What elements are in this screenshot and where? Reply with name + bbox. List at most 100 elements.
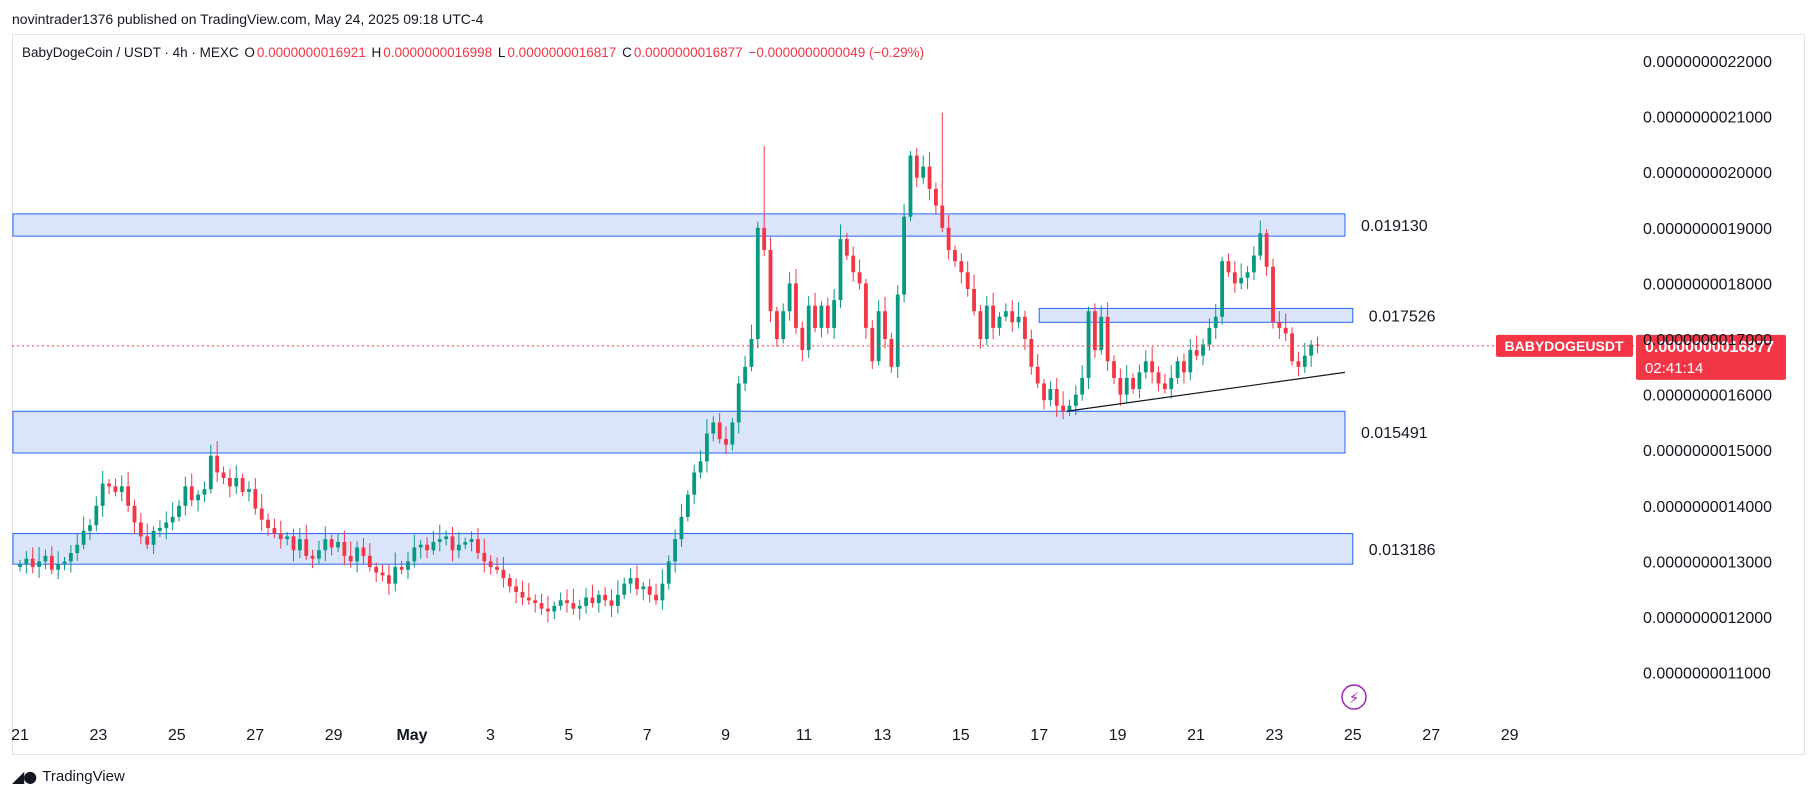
candle-body — [81, 530, 86, 545]
candle-body — [164, 522, 169, 529]
candle-body — [577, 605, 582, 609]
candle-body — [730, 422, 735, 445]
candle-body — [832, 300, 837, 328]
candle-body — [1201, 344, 1205, 356]
candle-body — [546, 608, 550, 612]
candle-body — [806, 305, 811, 351]
candle-body — [1086, 311, 1091, 378]
candle-body — [183, 486, 188, 506]
candle-body — [1048, 389, 1053, 401]
x-tick-label: 19 — [1109, 727, 1127, 744]
candle-body — [622, 583, 627, 595]
y-tick-label: 0.0000000015000 — [1643, 443, 1772, 460]
candle-body — [336, 541, 340, 548]
candle-body — [406, 561, 410, 570]
x-tick-label: 25 — [1344, 727, 1362, 744]
candle-body — [355, 547, 360, 562]
candle-body — [838, 238, 843, 301]
candle-body — [450, 536, 455, 551]
candle-body — [501, 569, 506, 579]
candle-body — [1150, 361, 1155, 373]
candle-body — [1309, 344, 1314, 356]
candle-body — [456, 544, 461, 551]
candle-body — [755, 227, 760, 339]
candle-body — [1035, 366, 1040, 384]
candle-body — [304, 539, 309, 556]
candle-body — [285, 536, 290, 540]
zone-2 — [12, 410, 1346, 454]
footer: ◢● TradingView — [12, 767, 125, 786]
symbol-tag — [1496, 334, 1633, 357]
ohlc-legend: BabyDogeCoin / USDT · 4h · MEXC O 0.00000… — [22, 45, 926, 60]
candle-body — [291, 536, 296, 551]
candle-body — [603, 594, 608, 601]
y-tick-label: 0.0000000016000 — [1643, 388, 1772, 405]
zone-label-0: 0.019130 — [1361, 218, 1428, 235]
candle-body — [654, 594, 658, 601]
candle-body — [825, 305, 830, 328]
candle-body — [558, 600, 563, 606]
candle-body — [88, 525, 92, 531]
y-tick-label: 0.0000000021000 — [1643, 110, 1772, 127]
candle-body — [75, 544, 80, 554]
candle-body — [119, 486, 124, 492]
x-tick-label: 21 — [11, 727, 29, 744]
candle-body — [476, 539, 480, 554]
x-tick-label: 23 — [1266, 727, 1284, 744]
candle-body — [310, 555, 315, 559]
candle-body — [1245, 272, 1250, 278]
candle-body — [62, 561, 67, 565]
candle-body — [132, 505, 137, 523]
candle-body — [202, 489, 207, 495]
legend-symbol[interactable]: BabyDogeCoin / USDT · 4h · MEXC — [22, 45, 239, 60]
countdown-label: 02:41:14 — [1645, 360, 1703, 377]
candle-body — [215, 455, 220, 473]
last-price-tag — [1636, 334, 1786, 380]
candle-body — [927, 166, 932, 189]
zone-1 — [1038, 307, 1354, 323]
candle-body — [787, 283, 792, 312]
candle-body — [762, 227, 767, 251]
candle-body — [266, 519, 270, 529]
candle-body — [1277, 322, 1282, 328]
candle-body — [418, 544, 423, 548]
candle-body — [56, 564, 61, 570]
candle-body — [635, 578, 639, 590]
footer-brand[interactable]: TradingView — [42, 768, 125, 785]
candle-body — [1207, 327, 1212, 345]
candle-body — [253, 489, 258, 509]
tradingview-logo-icon[interactable]: ◢● — [12, 767, 37, 786]
candle-body — [914, 155, 919, 178]
zone-0 — [12, 213, 1346, 237]
candle-body — [247, 489, 251, 492]
candle-body — [367, 555, 372, 567]
y-tick-label: 0.0000000018000 — [1643, 276, 1772, 293]
x-tick-label: 25 — [168, 727, 186, 744]
last-price-label: 0.0000000016877 — [1645, 339, 1774, 356]
x-tick-label: 15 — [952, 727, 970, 744]
support-trendline — [1066, 371, 1346, 412]
candle-body — [1258, 233, 1263, 256]
candle-body — [374, 566, 379, 573]
candle-body — [946, 227, 951, 251]
lightning-icon — [1341, 684, 1367, 710]
x-tick-label: 17 — [1030, 727, 1048, 744]
candle-body — [1143, 361, 1148, 373]
candle-body — [43, 555, 48, 562]
x-tick-label: 3 — [486, 727, 495, 744]
legend-high-value: 0.0000000016998 — [383, 45, 493, 60]
candle-body — [151, 530, 156, 545]
candle-body — [1073, 394, 1078, 406]
candle-body — [1080, 377, 1085, 395]
y-tick-label: 0.0000000014000 — [1643, 499, 1772, 516]
candle-body — [1029, 339, 1034, 367]
candle-body — [1016, 316, 1021, 323]
x-tick-label: 11 — [796, 727, 813, 744]
candle-body — [1023, 316, 1027, 339]
y-tick-label: 0.0000000022000 — [1643, 54, 1772, 71]
candle-body — [49, 555, 54, 570]
candle-body — [177, 505, 181, 517]
candle-body — [1283, 327, 1288, 334]
y-tick-label: 0.0000000013000 — [1643, 554, 1772, 571]
